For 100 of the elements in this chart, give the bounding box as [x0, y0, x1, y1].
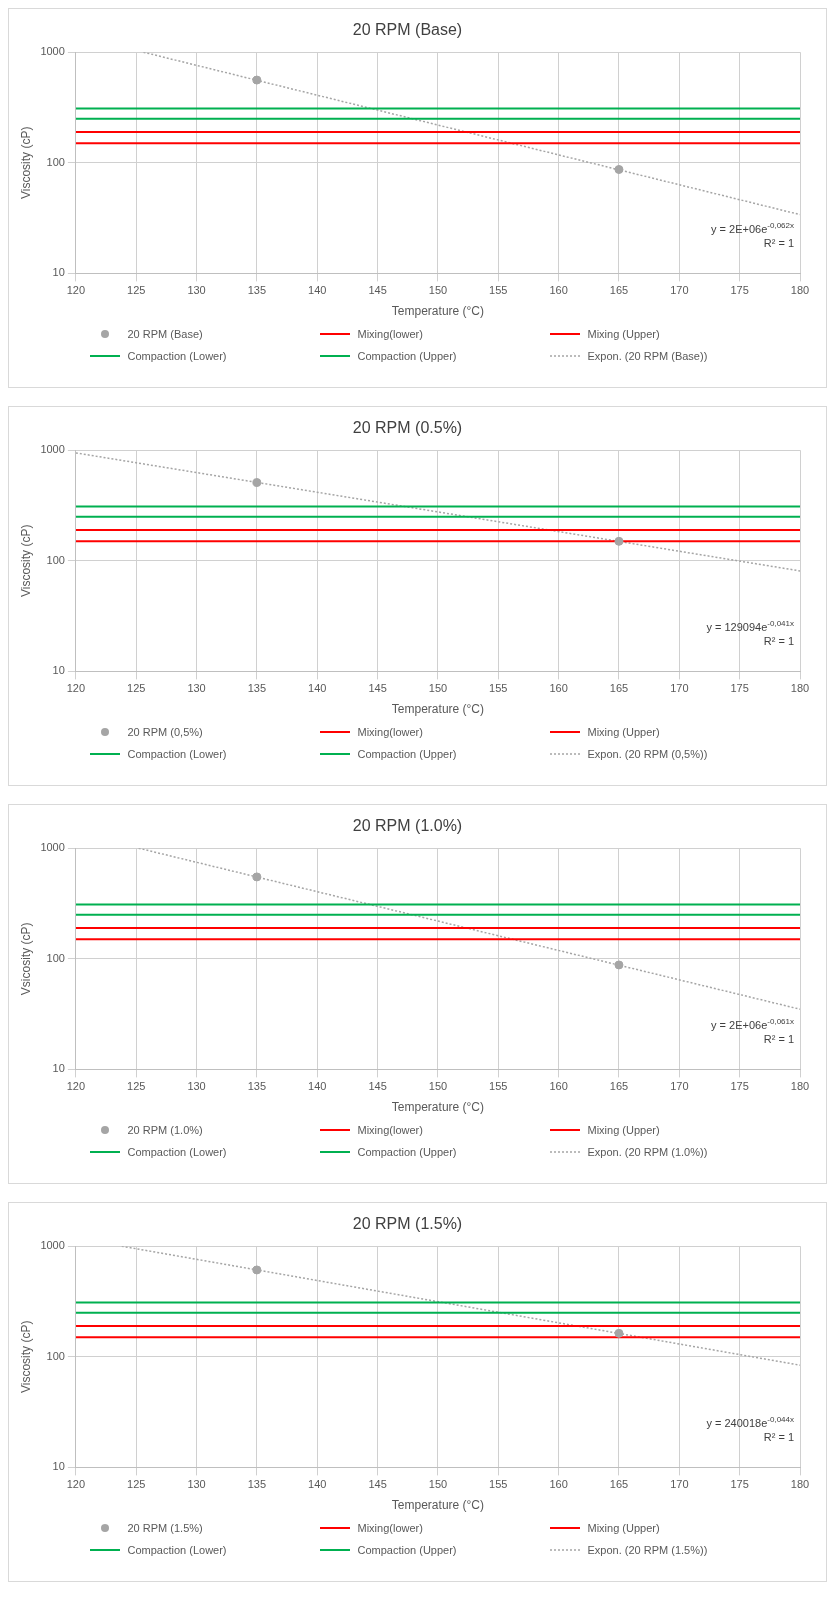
- x-tick-label: 145: [368, 284, 387, 297]
- x-tick-label: 135: [247, 284, 267, 297]
- x-tick-label: 160: [549, 1080, 568, 1093]
- x-tick-label: 145: [368, 1478, 387, 1491]
- y-tick-label: 100: [46, 155, 65, 168]
- y-tick-label: 1000: [40, 45, 65, 58]
- x-tick-label: 160: [549, 1478, 568, 1491]
- y-axis-title: Viscosity (cP): [18, 1320, 33, 1394]
- x-tick-label: 125: [127, 1080, 146, 1093]
- x-tick-label: 125: [127, 1478, 146, 1491]
- x-tick-label: 165: [609, 1080, 629, 1093]
- x-tick-label: 140: [308, 1478, 327, 1491]
- legend-label: Expon. (20 RPM (1.5%)): [587, 1544, 708, 1556]
- y-tick-label: 10: [52, 266, 65, 279]
- legend-label: Compaction (Upper): [357, 748, 457, 760]
- x-tick-label: 165: [609, 682, 629, 695]
- y-axis-title: Viscosity (cP): [18, 126, 33, 200]
- x-tick-label: 155: [489, 682, 508, 695]
- x-tick-label: 150: [428, 682, 448, 695]
- x-tick-label: 175: [730, 1478, 749, 1491]
- x-tick-label: 135: [247, 1478, 267, 1491]
- x-tick-label: 150: [428, 1478, 448, 1491]
- x-tick-label: 145: [368, 682, 387, 695]
- x-tick-label: 140: [308, 284, 327, 297]
- x-tick-label: 170: [670, 284, 689, 297]
- legend-label: Mixing(lower): [357, 1522, 423, 1534]
- x-tick-label: 170: [670, 682, 689, 695]
- x-tick-label: 150: [428, 284, 448, 297]
- x-tick-label: 140: [308, 1080, 327, 1093]
- x-axis-title: Temperature (°C): [391, 1100, 485, 1115]
- x-tick-label: 125: [127, 284, 146, 297]
- y-tick-label: 1000: [40, 841, 65, 854]
- x-tick-label: 180: [790, 1080, 810, 1093]
- y-tick-label: 1000: [40, 1239, 65, 1252]
- annotation: R² = 1: [763, 635, 794, 648]
- x-axis-title: Temperature (°C): [391, 702, 485, 717]
- x-tick-label: 180: [790, 682, 810, 695]
- chart-title: 20 RPM (1.5%): [352, 1215, 463, 1233]
- legend-label: Compaction (Lower): [127, 1146, 227, 1158]
- x-tick-label: 170: [670, 1478, 689, 1491]
- annotation: R² = 1: [763, 237, 794, 250]
- legend-label: Mixing (Upper): [587, 726, 660, 738]
- legend-label: 20 RPM (Base): [127, 328, 203, 340]
- legend-label: Compaction (Upper): [357, 350, 457, 362]
- y-tick-label: 10: [52, 1460, 65, 1473]
- x-tick-label: 120: [66, 284, 86, 297]
- legend-label: Expon. (20 RPM (1.0%)): [587, 1146, 708, 1158]
- legend-label: Mixing (Upper): [587, 1522, 660, 1534]
- x-tick-label: 175: [730, 1080, 749, 1093]
- legend-label: Expon. (20 RPM (Base)): [587, 350, 708, 362]
- x-tick-label: 130: [187, 1080, 206, 1093]
- legend-label: Compaction (Lower): [127, 1544, 227, 1556]
- x-axis-title: Temperature (°C): [391, 1498, 485, 1513]
- y-tick-label: 100: [46, 553, 65, 566]
- x-tick-label: 135: [247, 682, 267, 695]
- x-axis-title: Temperature (°C): [391, 304, 485, 319]
- legend-label: Mixing(lower): [357, 328, 423, 340]
- x-tick-label: 155: [489, 1080, 508, 1093]
- x-tick-label: 130: [187, 1478, 206, 1491]
- x-tick-label: 160: [549, 682, 568, 695]
- x-tick-label: 180: [790, 284, 810, 297]
- legend-label: Mixing(lower): [357, 726, 423, 738]
- x-tick-label: 120: [66, 1080, 86, 1093]
- x-tick-label: 180: [790, 1478, 810, 1491]
- y-tick-label: 10: [52, 1062, 65, 1075]
- y-tick-label: 1000: [40, 443, 65, 456]
- chart-title: 20 RPM (1.0%): [352, 817, 463, 835]
- legend-label: Mixing (Upper): [587, 1124, 660, 1136]
- x-tick-label: 165: [609, 284, 629, 297]
- y-tick-label: 10: [52, 664, 65, 677]
- annotation: R² = 1: [763, 1431, 794, 1444]
- legend-label: 20 RPM (0,5%): [127, 726, 203, 738]
- x-tick-label: 150: [428, 1080, 448, 1093]
- x-tick-label: 170: [670, 1080, 689, 1093]
- y-axis-title: Viscosity (cP): [18, 524, 33, 598]
- x-tick-label: 125: [127, 682, 146, 695]
- y-tick-label: 100: [46, 951, 65, 964]
- x-tick-label: 155: [489, 284, 508, 297]
- x-tick-label: 155: [489, 1478, 508, 1491]
- legend-label: Mixing(lower): [357, 1124, 423, 1136]
- legend-label: Compaction (Upper): [357, 1146, 457, 1158]
- x-tick-label: 175: [730, 284, 749, 297]
- chart-title: 20 RPM (0.5%): [352, 419, 463, 437]
- annotation: R² = 1: [763, 1033, 794, 1046]
- x-tick-label: 120: [66, 1478, 86, 1491]
- y-axis-title: Vsicosity (cP): [18, 922, 33, 996]
- legend-label: Mixing (Upper): [587, 328, 660, 340]
- legend-label: Compaction (Lower): [127, 350, 227, 362]
- x-tick-label: 120: [66, 682, 86, 695]
- legend-label: 20 RPM (1.5%): [127, 1522, 203, 1534]
- x-tick-label: 135: [247, 1080, 267, 1093]
- y-tick-label: 100: [46, 1349, 65, 1362]
- x-tick-label: 160: [549, 284, 568, 297]
- x-tick-label: 175: [730, 682, 749, 695]
- chart-title: 20 RPM (Base): [352, 21, 463, 39]
- legend-label: Expon. (20 RPM (0,5%)): [587, 748, 708, 760]
- x-tick-label: 145: [368, 1080, 387, 1093]
- legend-label: Compaction (Lower): [127, 748, 227, 760]
- x-tick-label: 130: [187, 682, 206, 695]
- x-tick-label: 140: [308, 682, 327, 695]
